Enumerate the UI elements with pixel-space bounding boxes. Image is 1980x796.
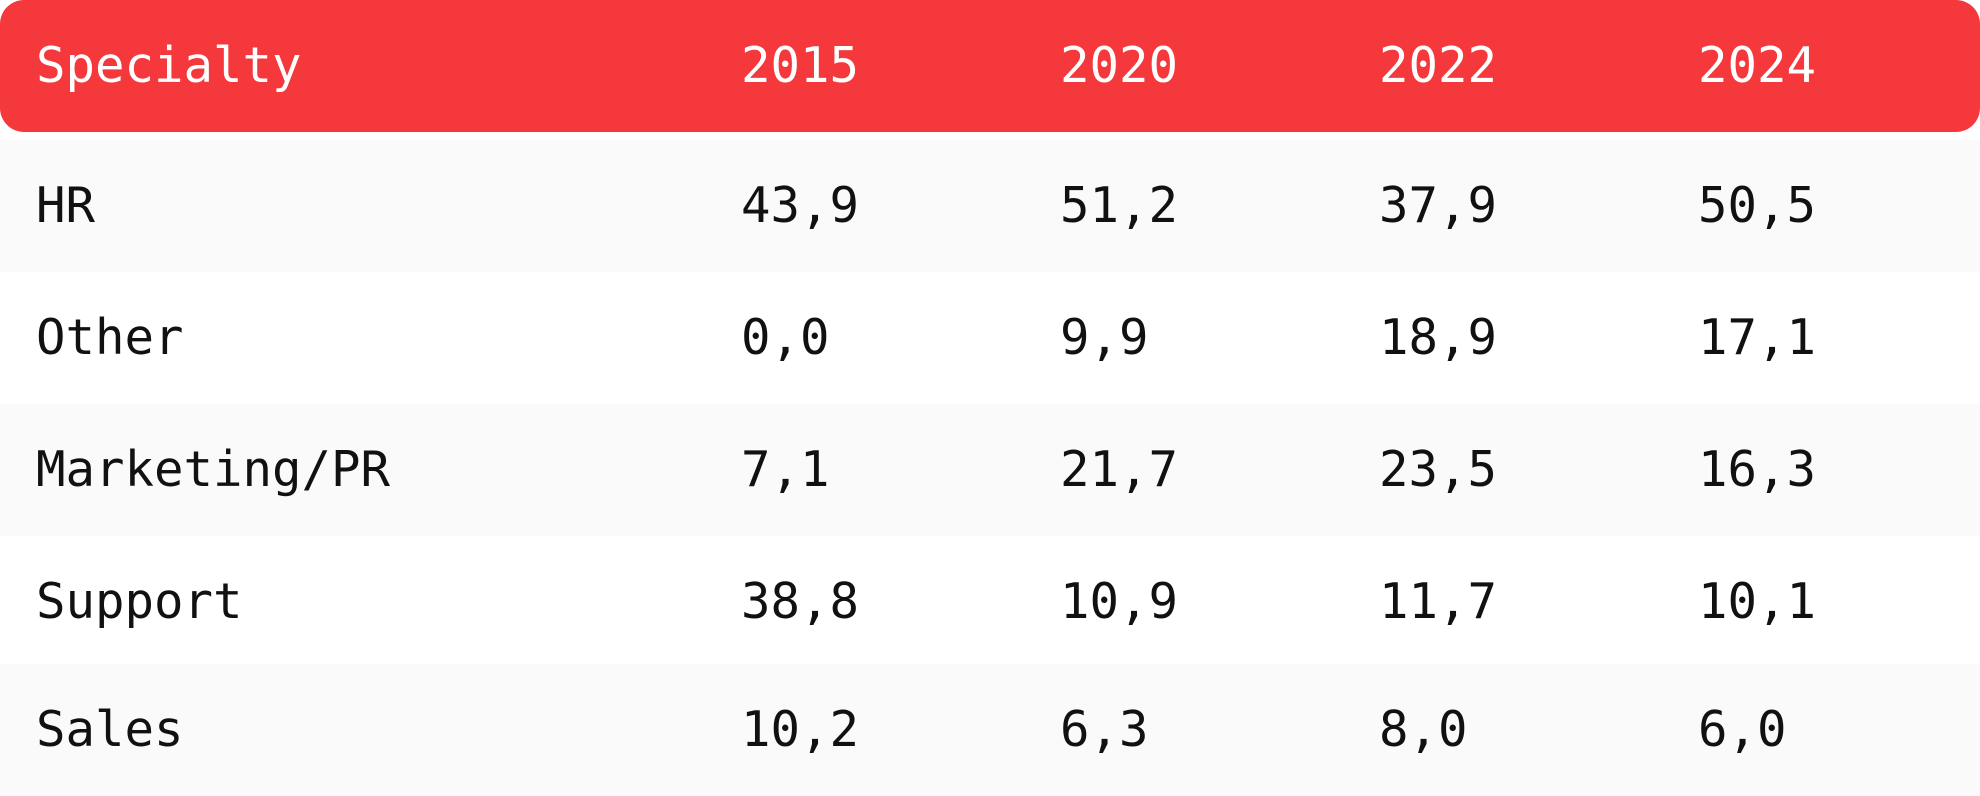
table-row: Other 0,0 9,9 18,9 17,1 — [0, 272, 1980, 404]
column-header-2022: 2022 — [1379, 37, 1498, 94]
table-cell: 21,7 — [1060, 441, 1179, 498]
row-label: Support — [36, 573, 243, 630]
table-cell: 38,8 — [741, 573, 860, 630]
table-cell: 6,3 — [1060, 701, 1149, 758]
table-cell: 7,1 — [741, 441, 830, 498]
table-cell: 37,9 — [1379, 177, 1498, 234]
table-cell: 17,1 — [1698, 309, 1817, 366]
table-cell: 10,1 — [1698, 573, 1817, 630]
column-header-2015: 2015 — [741, 37, 860, 94]
column-header-2020: 2020 — [1060, 37, 1179, 94]
table-cell: 11,7 — [1379, 573, 1498, 630]
table-cell: 6,0 — [1698, 701, 1787, 758]
table-cell: 0,0 — [741, 309, 830, 366]
row-label: Marketing/PR — [36, 441, 391, 498]
table-cell: 16,3 — [1698, 441, 1817, 498]
table-row: Sales 10,2 6,3 8,0 6,0 — [0, 664, 1980, 796]
table-row: Marketing/PR 7,1 21,7 23,5 16,3 — [0, 404, 1980, 536]
table-row: Support 38,8 10,9 11,7 10,1 — [0, 536, 1980, 668]
row-label: HR — [36, 177, 96, 234]
table-cell: 18,9 — [1379, 309, 1498, 366]
table-cell: 23,5 — [1379, 441, 1498, 498]
table-header-row: Specialty 2015 2020 2022 2024 — [0, 0, 1980, 132]
table-cell: 10,9 — [1060, 573, 1179, 630]
column-header-specialty: Specialty — [36, 37, 302, 94]
table-cell: 50,5 — [1698, 177, 1817, 234]
table-cell: 43,9 — [741, 177, 860, 234]
table-cell: 9,9 — [1060, 309, 1149, 366]
column-header-2024: 2024 — [1698, 37, 1817, 94]
row-label: Sales — [36, 701, 184, 758]
table-cell: 51,2 — [1060, 177, 1179, 234]
row-label: Other — [36, 309, 184, 366]
table-row: HR 43,9 51,2 37,9 50,5 — [0, 140, 1980, 272]
table-cell: 8,0 — [1379, 701, 1468, 758]
table-cell: 10,2 — [741, 701, 860, 758]
